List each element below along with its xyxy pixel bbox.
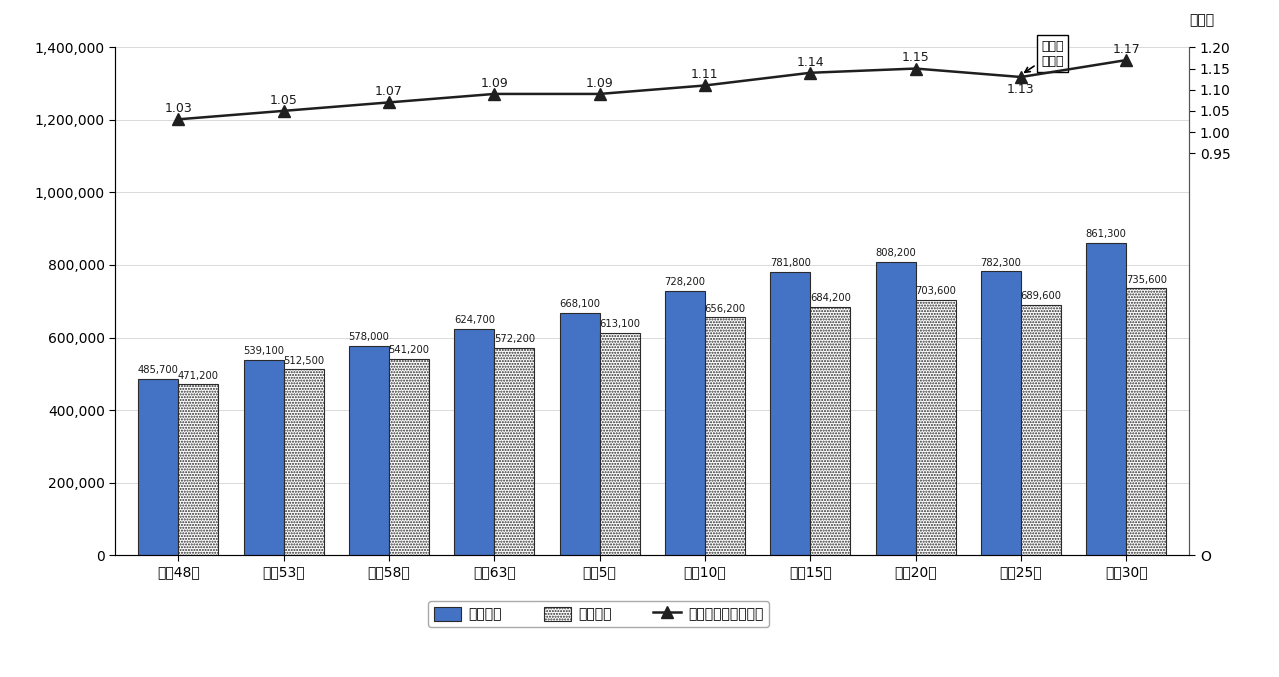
Bar	[1021, 305, 1062, 555]
Bar	[243, 359, 284, 555]
Text: 1.13: 1.13	[1007, 83, 1035, 95]
Bar	[1127, 288, 1166, 555]
Bar	[600, 333, 640, 555]
Bar	[178, 385, 219, 555]
Text: 861,300: 861,300	[1086, 229, 1127, 239]
１世帯当たり住宅数	[908, 64, 923, 72]
Text: 1.05: 1.05	[270, 93, 298, 106]
１世帯当たり住宅数	[803, 69, 819, 77]
Bar	[560, 313, 600, 555]
Text: 613,100: 613,100	[599, 319, 640, 329]
Bar	[494, 347, 535, 555]
Bar	[1086, 243, 1127, 555]
Bar	[665, 291, 705, 555]
Text: 624,700: 624,700	[454, 315, 495, 325]
１世帯当たり住宅数	[170, 115, 185, 123]
Text: 1.07: 1.07	[375, 85, 403, 98]
Bar	[349, 345, 389, 555]
Line: １世帯当たり住宅数: １世帯当たり住宅数	[173, 55, 1132, 125]
Text: 471,200: 471,200	[178, 370, 219, 380]
Bar	[389, 359, 428, 555]
Text: 1.17: 1.17	[1113, 43, 1140, 56]
Text: 668,100: 668,100	[559, 299, 600, 309]
Text: 東日本
大震災: 東日本 大震災	[1024, 40, 1064, 72]
１世帯当たり住宅数	[381, 98, 396, 106]
Bar	[916, 300, 955, 555]
１世帯当たり住宅数	[486, 90, 501, 98]
Text: 735,600: 735,600	[1126, 275, 1166, 285]
Text: 684,200: 684,200	[810, 293, 851, 303]
Text: 1.09: 1.09	[586, 77, 614, 89]
Text: 485,700: 485,700	[138, 366, 179, 375]
１世帯当たり住宅数	[1119, 56, 1134, 64]
１世帯当たり住宅数	[592, 90, 608, 98]
Bar	[138, 379, 178, 555]
Bar	[770, 271, 811, 555]
Text: 703,600: 703,600	[916, 286, 957, 297]
Text: 512,500: 512,500	[283, 355, 324, 366]
Text: 781,800: 781,800	[770, 258, 811, 268]
Text: 1.09: 1.09	[481, 77, 508, 89]
Text: 689,600: 689,600	[1021, 291, 1062, 301]
Text: 1.11: 1.11	[691, 68, 719, 81]
１世帯当たり住宅数	[1013, 73, 1028, 81]
Bar	[705, 317, 744, 555]
Text: （戸）: （戸）	[1189, 13, 1215, 27]
Text: 1.03: 1.03	[165, 102, 192, 115]
Text: 541,200: 541,200	[389, 345, 430, 355]
Bar	[284, 369, 324, 555]
Bar	[811, 307, 851, 555]
Legend: 総住宅数, 総世帯数, １世帯当たり住宅数: 総住宅数, 総世帯数, １世帯当たり住宅数	[428, 601, 769, 627]
Text: 572,200: 572,200	[494, 334, 535, 344]
Text: 656,200: 656,200	[705, 303, 746, 313]
Text: 728,200: 728,200	[665, 278, 706, 288]
Text: 782,300: 782,300	[981, 258, 1022, 268]
Text: 578,000: 578,000	[348, 332, 389, 342]
Text: 539,100: 539,100	[243, 346, 284, 356]
Bar	[981, 271, 1021, 555]
Text: 1.15: 1.15	[902, 51, 930, 64]
Text: 1.14: 1.14	[797, 56, 824, 68]
Bar	[454, 328, 494, 555]
１世帯当たり住宅数	[697, 81, 712, 89]
Text: 808,200: 808,200	[875, 248, 916, 259]
１世帯当たり住宅数	[276, 107, 292, 115]
Bar	[876, 262, 916, 555]
